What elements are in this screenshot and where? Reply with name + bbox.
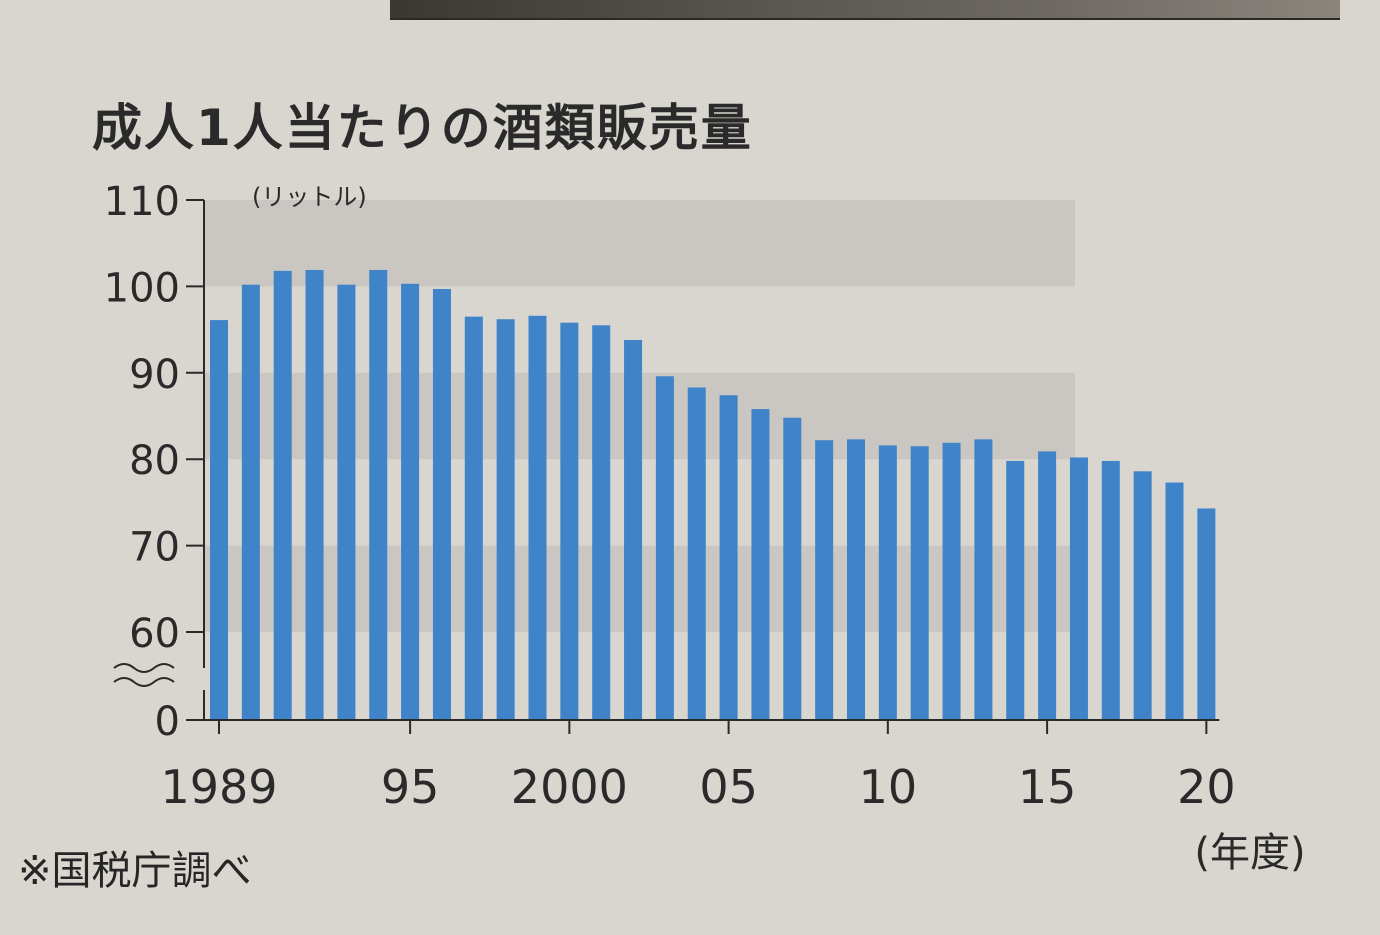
- bar-2009: [847, 439, 865, 720]
- y-tick-label: 0: [155, 699, 180, 745]
- x-tick-label: 2000: [511, 760, 628, 814]
- background-band: [204, 200, 1075, 287]
- bar-2016: [1069, 457, 1088, 720]
- x-axis-unit-label: (年度): [1194, 830, 1305, 876]
- x-tick-label: 1989: [160, 760, 277, 814]
- bar-1993: [337, 284, 356, 720]
- x-axis: 1989 95 2000 05 10 15 20: [160, 719, 1236, 814]
- bar-1997: [464, 316, 483, 720]
- bar-2000: [560, 322, 579, 720]
- bar-1990: [241, 284, 260, 720]
- bars: [210, 269, 1216, 720]
- y-tick-label: 110: [104, 179, 180, 225]
- x-tick-label: 20: [1177, 760, 1236, 814]
- bar-2011: [910, 446, 929, 720]
- y-tick-label: 80: [129, 438, 180, 484]
- bar-2012: [942, 442, 961, 720]
- bar-1998: [496, 319, 515, 720]
- bar-1992: [305, 269, 324, 720]
- chart-title: 成人1人当たりの酒類販売量: [92, 99, 753, 157]
- bar-1991: [273, 270, 292, 720]
- x-tick-label: 05: [699, 760, 758, 814]
- bar-2013: [974, 439, 993, 720]
- bar-2014: [1006, 460, 1025, 720]
- y-axis-unit-label: (リットル): [252, 183, 367, 211]
- bar-1996: [432, 288, 451, 720]
- bar-2010: [878, 445, 897, 720]
- bar-2002: [624, 339, 643, 720]
- photo-strip: [390, 0, 1340, 20]
- y-tick-label: 70: [129, 525, 180, 571]
- bar-2017: [1101, 460, 1120, 720]
- bar-2008: [815, 440, 834, 720]
- bar-2006: [751, 409, 770, 720]
- bar-2003: [655, 376, 674, 720]
- bar-2015: [1038, 451, 1057, 720]
- axis-break-mark: [113, 663, 175, 673]
- bar-1989: [210, 320, 228, 720]
- bar-1995: [401, 283, 420, 720]
- bar-2005: [719, 395, 738, 720]
- bar-2004: [687, 387, 706, 720]
- bar-2019: [1165, 482, 1184, 720]
- y-tick-label: 90: [129, 352, 180, 398]
- y-tick-label: 100: [104, 265, 180, 311]
- bar-2007: [783, 417, 802, 720]
- y-axis: 0 60 70 80 90 100 110: [104, 179, 205, 745]
- source-note: ※国税庁調べ: [18, 848, 252, 894]
- y-tick-label: 60: [129, 611, 180, 657]
- x-tick-label: 95: [381, 760, 440, 814]
- bar-1994: [369, 269, 388, 720]
- x-tick-label: 15: [1018, 760, 1077, 814]
- bar-1999: [528, 315, 547, 720]
- axis-break-mark: [113, 677, 175, 687]
- x-tick-label: 10: [859, 760, 918, 814]
- bar-2020: [1197, 508, 1216, 720]
- bar-2018: [1133, 471, 1152, 720]
- bar-2001: [592, 325, 611, 720]
